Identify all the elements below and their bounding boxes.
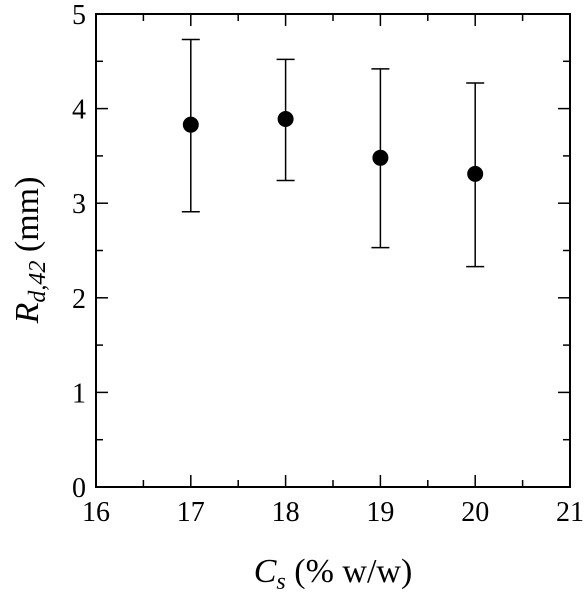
x-tick-label: 17 (177, 497, 205, 528)
data-point (467, 165, 484, 182)
y-tick-label: 4 (72, 95, 86, 126)
y-tick-label: 3 (72, 189, 86, 220)
y-tick-label: 5 (72, 0, 86, 31)
x-tick-label: 19 (366, 497, 394, 528)
y-tick-label: 2 (72, 284, 86, 315)
x-tick-label: 16 (82, 497, 110, 528)
data-point (277, 111, 294, 128)
plot-frame (95, 13, 571, 488)
data-point (182, 116, 199, 133)
x-tick-label: 18 (272, 497, 300, 528)
x-tick-labels: 16 17 18 19 20 21 (82, 497, 584, 528)
x-tick-label: 20 (461, 497, 489, 528)
data-point (372, 149, 389, 166)
y-axis-label: Rd,42 (mm) (9, 177, 51, 325)
x-axis-label: Cs (% w/w) (254, 553, 413, 595)
axis-ticks (95, 13, 571, 488)
error-bars (181, 38, 485, 268)
x-tick-label: 21 (556, 497, 584, 528)
data-points (182, 111, 484, 182)
y-tick-label: 1 (72, 378, 86, 409)
y-tick-label: 0 (72, 473, 86, 504)
y-tick-labels: 0 1 2 3 4 5 (72, 0, 86, 504)
